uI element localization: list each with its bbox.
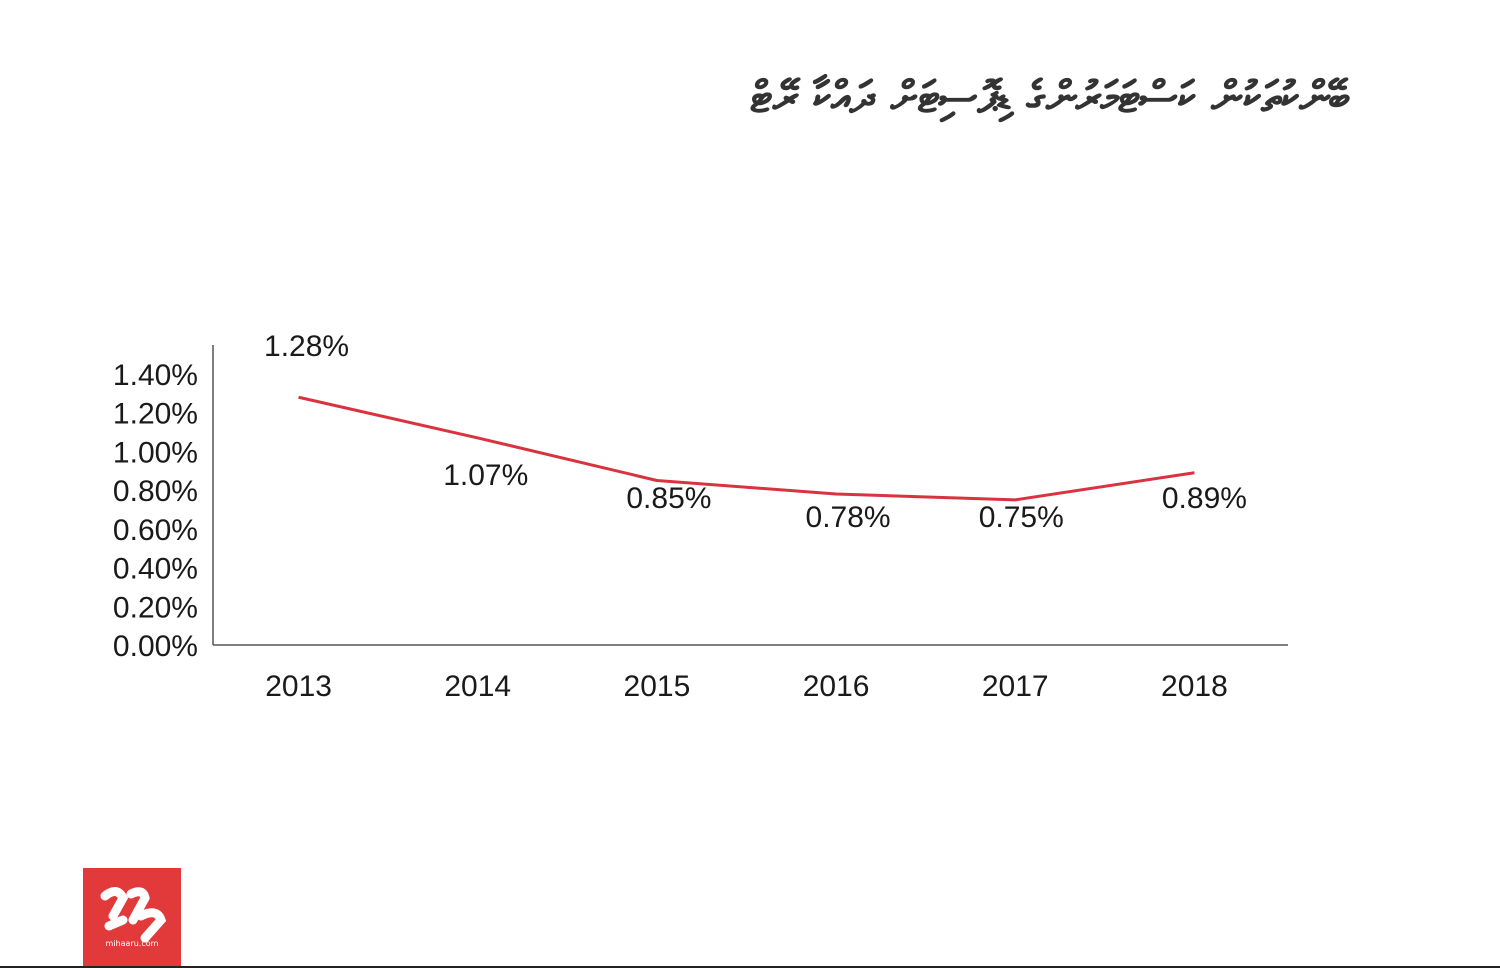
y-tick-label: 1.20% [113,398,198,431]
bottom-rule [0,966,1500,968]
x-tick-label: 2014 [444,670,511,703]
x-tick-label: 2017 [982,670,1049,703]
x-tick-label: 2015 [624,670,691,703]
x-tick-label: 2013 [265,670,332,703]
y-tick-label: 0.20% [113,591,198,624]
x-tick-label: 2016 [803,670,870,703]
y-tick-label: 1.00% [113,436,198,469]
data-label: 0.75% [979,501,1064,534]
data-label: 1.07% [443,459,528,492]
data-line [298,395,1195,502]
y-tick-label: 0.00% [113,630,198,663]
chart-title: ބޭންކުތަކުން ކަސްޓަމަރުންގެ ޑިޕޮސިޓަށް ދ… [750,72,1350,123]
data-label: 1.28% [264,330,349,363]
y-tick-label: 0.40% [113,553,198,586]
logo-mark [100,887,167,943]
mihaaru-logo[interactable]: mihaaru.com [83,868,181,966]
y-tick-label: 0.80% [113,475,198,508]
logo-text: mihaaru.com [105,939,159,948]
y-tick-label: 0.60% [113,514,198,547]
x-tick-label: 2018 [1161,670,1228,703]
data-label: 0.89% [1162,482,1247,515]
data-label: 0.85% [626,482,711,515]
y-tick-label: 1.40% [113,359,198,392]
data-label: 0.78% [806,501,891,534]
